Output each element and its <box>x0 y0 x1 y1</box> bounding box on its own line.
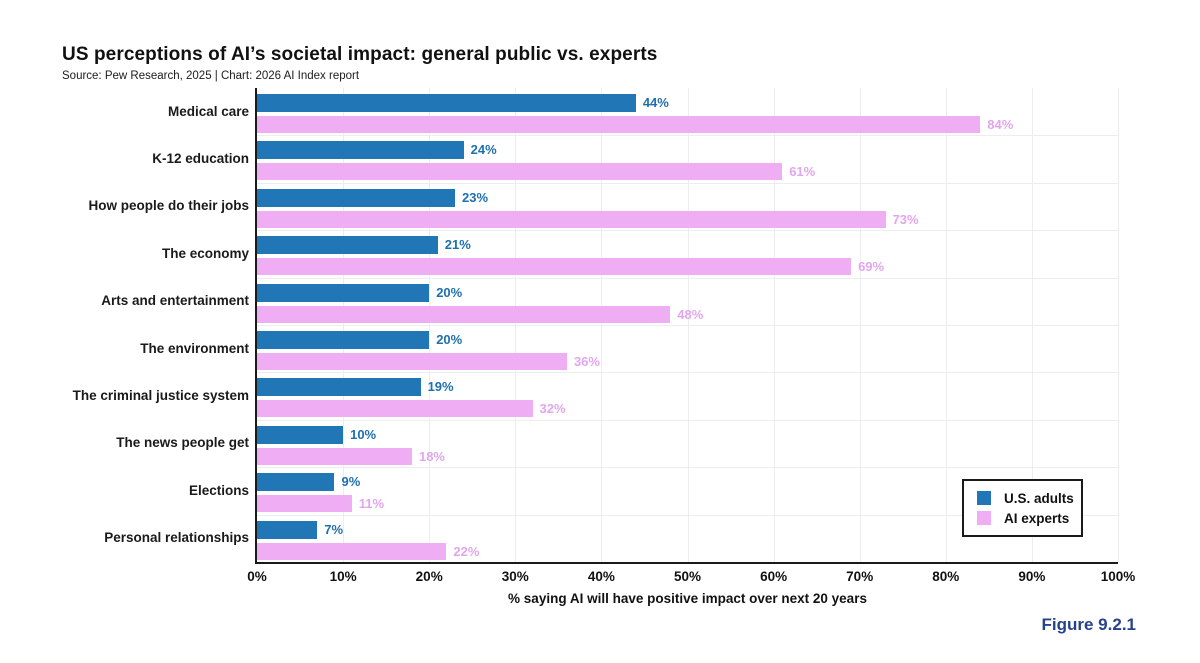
category-label: The criminal justice system <box>72 387 249 403</box>
bar-us-adults <box>257 188 456 207</box>
bar-value-label: 84% <box>987 117 1014 132</box>
gridline-horizontal <box>257 467 1118 469</box>
bar-ai-experts <box>257 400 533 418</box>
bar-value-label: 23% <box>462 189 489 205</box>
gridline-horizontal <box>257 325 1118 326</box>
category-label: Medical care <box>167 103 249 119</box>
gridline-vertical <box>1118 88 1119 562</box>
gridline-horizontal <box>257 135 1118 137</box>
bar-value-label: 20% <box>436 332 463 347</box>
bar-us-adults <box>257 520 318 539</box>
bar-us-adults <box>257 331 430 349</box>
category-label: The economy <box>161 245 249 261</box>
bar-ai-experts <box>257 353 567 370</box>
legend-swatch-ai-experts <box>977 511 991 525</box>
bar-ai-experts <box>257 116 981 133</box>
bar-value-label: 24% <box>470 142 497 158</box>
bar-us-adults <box>257 94 636 112</box>
bar-ai-experts <box>257 258 852 276</box>
legend-swatch-us-adults <box>977 491 991 505</box>
bar-value-label: 20% <box>436 284 463 300</box>
category-label: The news people get <box>116 435 249 451</box>
x-tick-label: 60% <box>760 569 788 584</box>
bar-ai-experts <box>257 542 447 560</box>
bar-value-label: 21% <box>444 237 471 253</box>
bar-ai-experts <box>257 447 412 465</box>
category-label: How people do their jobs <box>88 198 249 214</box>
legend-item-us-adults: U.S. adults <box>977 491 1081 506</box>
category-label: Elections <box>188 482 249 498</box>
bar-value-label: 9% <box>341 474 361 490</box>
legend-item-ai-experts: AI experts <box>977 511 1081 526</box>
category-label: Arts and entertainment <box>101 293 249 309</box>
bar-us-adults <box>257 236 438 255</box>
legend-label-us-adults: U.S. adults <box>1004 490 1074 506</box>
bar-value-label: 18% <box>418 448 445 464</box>
x-tick-label: 50% <box>673 569 702 584</box>
bar-value-label: 36% <box>573 354 600 369</box>
x-tick-label: 20% <box>415 569 443 584</box>
bar-value-label: 73% <box>892 211 919 227</box>
bar-us-adults <box>257 425 344 444</box>
bar-value-label: 11% <box>358 496 385 512</box>
x-axis-label: % saying AI will have positive impact ov… <box>508 591 867 606</box>
x-tick-label: 10% <box>329 569 357 584</box>
x-tick-label: 30% <box>501 569 529 584</box>
gridline-horizontal <box>257 230 1118 232</box>
legend: U.S. adults AI experts <box>962 479 1083 537</box>
bar-value-label: 22% <box>453 543 480 559</box>
bar-value-label: 32% <box>539 401 566 417</box>
bar-value-label: 10% <box>350 426 377 442</box>
bar-ai-experts <box>257 495 352 513</box>
gridline-horizontal <box>257 514 1118 516</box>
bar-ai-experts <box>257 305 671 323</box>
bar-value-label: 44% <box>642 95 669 110</box>
figure-caption: Figure 9.2.1 <box>1041 615 1136 634</box>
bar-value-label: 7% <box>324 521 344 537</box>
bar-ai-experts <box>257 163 783 181</box>
bar-us-adults <box>257 473 335 492</box>
bar-value-label: 61% <box>789 164 816 180</box>
bar-ai-experts <box>257 210 886 228</box>
legend-label-ai-experts: AI experts <box>1004 510 1070 526</box>
plot-area: 44% 84% 24% 61% 23% 73% 21% 69% 20% 48% 20% 36% 19% 3… <box>255 88 1119 564</box>
bar-us-adults <box>257 283 430 302</box>
bar-value-label: 48% <box>677 306 704 322</box>
gridline-horizontal <box>257 372 1118 374</box>
x-tick-label: 80% <box>932 569 960 584</box>
chart-title: US perceptions of AI’s societal impact: … <box>62 44 658 65</box>
bar-value-label: 69% <box>858 259 885 275</box>
category-label: The environment <box>140 340 249 356</box>
x-axis-line <box>255 562 1118 564</box>
y-axis-line <box>255 88 257 564</box>
gridline-horizontal <box>257 277 1118 279</box>
x-tick-label: 100% <box>1100 569 1136 584</box>
bar-us-adults <box>257 141 464 160</box>
category-label: Personal relationships <box>104 530 249 546</box>
bar-us-adults <box>257 378 421 397</box>
bar-value-label: 19% <box>427 379 454 395</box>
x-tick-label: 70% <box>846 569 874 584</box>
gridline-horizontal <box>257 182 1118 184</box>
chart-source: Source: Pew Research, 2025 | Chart: 2026… <box>62 70 360 82</box>
x-tick-label: 0% <box>247 569 267 584</box>
x-tick-label: 90% <box>1018 569 1046 584</box>
gridline-horizontal <box>257 419 1118 421</box>
x-tick-label: 40% <box>587 569 615 584</box>
category-label: K-12 education <box>152 150 249 166</box>
